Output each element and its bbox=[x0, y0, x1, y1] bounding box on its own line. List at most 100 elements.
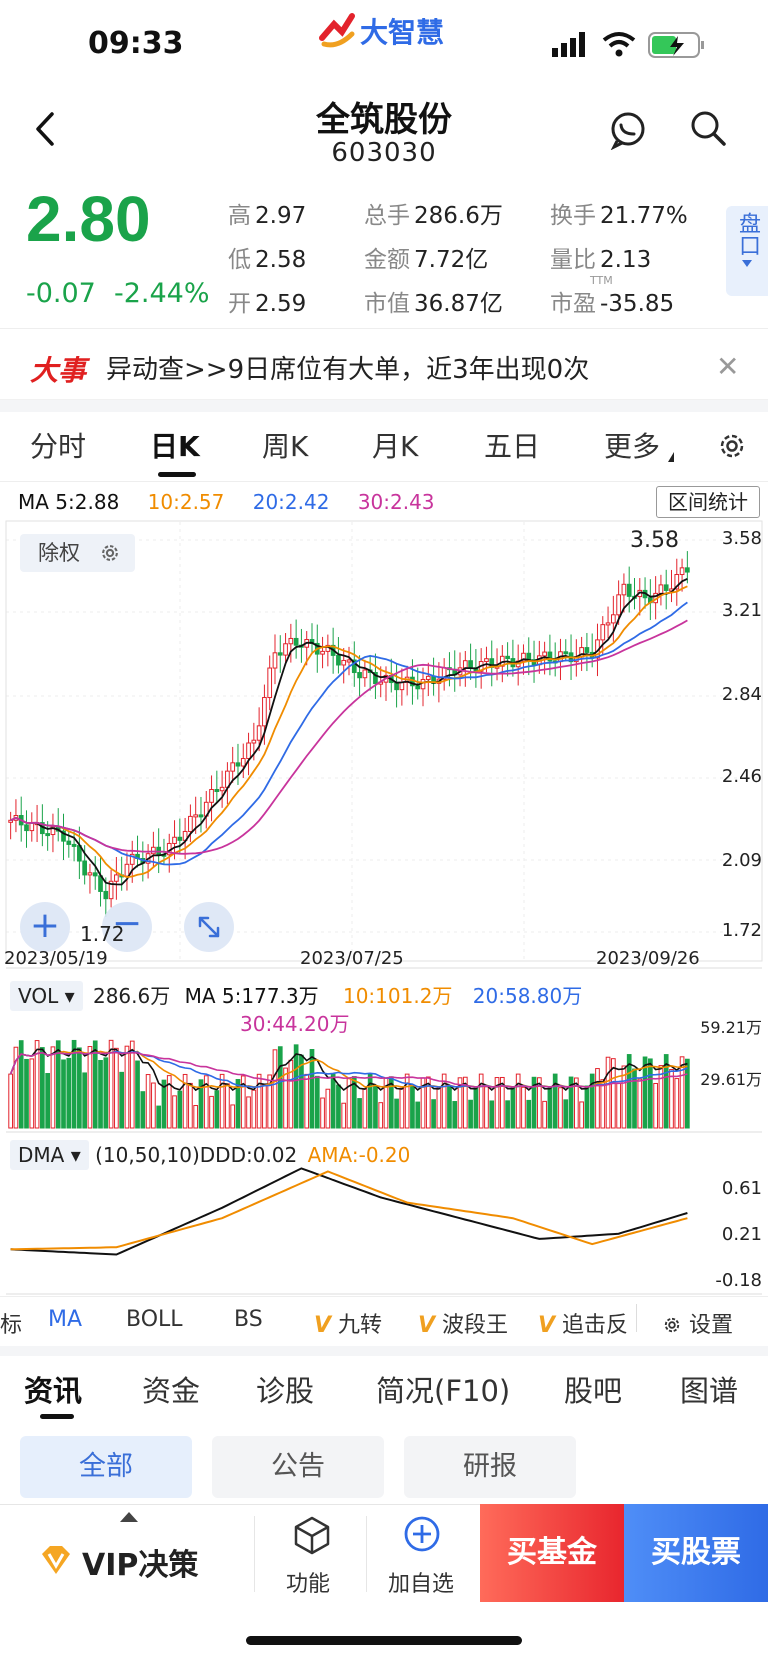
tab-graph[interactable]: 图谱 bbox=[680, 1374, 739, 1408]
candle-body bbox=[621, 583, 627, 596]
dma-selector[interactable]: DMA ▾ bbox=[10, 1140, 89, 1170]
indicator-tab-boll[interactable]: BOLL bbox=[126, 1307, 183, 1332]
chip-all[interactable]: 全部 bbox=[20, 1436, 192, 1498]
volume-bar bbox=[441, 1073, 447, 1129]
tab-daily-k[interactable]: 日K bbox=[150, 430, 200, 463]
function-button[interactable]: 功能 bbox=[286, 1572, 331, 1597]
adjust-button[interactable]: 除权 bbox=[20, 534, 135, 572]
volume-bar bbox=[240, 1075, 246, 1129]
volume-bar bbox=[246, 1096, 251, 1129]
tab-fenshi[interactable]: 分时 bbox=[30, 430, 87, 463]
candle-body bbox=[399, 681, 405, 691]
gear-icon[interactable] bbox=[716, 430, 748, 462]
range-stats-button[interactable]: 区间统计 bbox=[656, 486, 760, 518]
candle-body bbox=[526, 652, 532, 661]
candle-body bbox=[198, 814, 204, 818]
volume-bar bbox=[166, 1075, 172, 1129]
pe-label: 市盈 bbox=[550, 291, 596, 317]
candle-body bbox=[251, 739, 257, 744]
price-change: -0.07 bbox=[26, 278, 96, 309]
volume-bar bbox=[129, 1040, 135, 1129]
zoom-in-button[interactable]: + bbox=[20, 902, 70, 952]
indicator-tab-zhuiji[interactable]: V 追击反 bbox=[538, 1307, 634, 1339]
candle-body bbox=[293, 637, 299, 646]
tab-f10[interactable]: 简况(F10) bbox=[376, 1374, 511, 1408]
chat-icon[interactable] bbox=[608, 110, 648, 151]
dma-legend: DMA ▾ (10,50,10)DDD:0.02 AMA:-0.20 bbox=[10, 1140, 410, 1170]
indicator-settings[interactable]: 设置 bbox=[662, 1307, 733, 1339]
tab-five-day[interactable]: 五日 bbox=[484, 430, 541, 463]
search-icon[interactable] bbox=[688, 108, 728, 148]
volume-bar bbox=[87, 1046, 93, 1129]
turnover-label: 换手 bbox=[550, 203, 596, 229]
gear-icon bbox=[664, 1317, 680, 1333]
volume-bar bbox=[579, 1101, 584, 1129]
indicator-tab-bs[interactable]: BS bbox=[234, 1307, 263, 1332]
volume-bar bbox=[82, 1072, 88, 1129]
volume-bar bbox=[478, 1073, 484, 1129]
zoom-out-button[interactable]: − bbox=[102, 902, 152, 952]
buy-fund-button[interactable]: 买基金 bbox=[480, 1504, 624, 1602]
expand-icon[interactable] bbox=[184, 902, 234, 952]
chip-announcement[interactable]: 公告 bbox=[212, 1436, 384, 1498]
wifi-icon bbox=[602, 32, 636, 57]
news-text[interactable]: 异动查>>9日席位有大单，近3年出现0次 bbox=[106, 355, 590, 385]
chevron-up-icon[interactable] bbox=[120, 1512, 138, 1522]
candle-body bbox=[256, 725, 262, 741]
tab-funds[interactable]: 资金 bbox=[142, 1374, 201, 1408]
vip-decision-button[interactable]: VIP决策 bbox=[82, 1548, 199, 1583]
volume-bar bbox=[616, 1082, 621, 1129]
buy-stock-button[interactable]: 买股票 bbox=[624, 1504, 768, 1602]
tab-monthly-k[interactable]: 月K bbox=[372, 430, 419, 463]
quote-open: 开 2.59 bbox=[228, 284, 306, 318]
indicator-tab-partial[interactable]: 标 bbox=[0, 1313, 23, 1338]
candle-body bbox=[50, 826, 56, 836]
tab-forum[interactable]: 股吧 bbox=[564, 1374, 623, 1408]
candle-body bbox=[679, 567, 685, 576]
volume-bar bbox=[314, 1075, 320, 1129]
candle-body bbox=[425, 675, 431, 680]
candle-body bbox=[542, 651, 547, 657]
cube-icon[interactable] bbox=[292, 1514, 332, 1556]
volume-bar bbox=[172, 1095, 177, 1129]
news-tag: 大事 bbox=[30, 354, 87, 387]
volume-bar bbox=[436, 1087, 442, 1129]
add-watchlist-button[interactable]: 加自选 bbox=[388, 1572, 455, 1597]
close-icon[interactable]: ✕ bbox=[716, 350, 740, 383]
chip-research[interactable]: 研报 bbox=[404, 1436, 576, 1498]
volume-bar bbox=[320, 1097, 325, 1129]
candle-body bbox=[600, 624, 606, 641]
volume-bar bbox=[40, 1047, 45, 1129]
indicator-tab-ma[interactable]: MA bbox=[48, 1307, 83, 1332]
diamond-icon bbox=[38, 1542, 74, 1578]
tab-news[interactable]: 资讯 bbox=[24, 1374, 83, 1408]
tab-more[interactable]: 更多 bbox=[604, 430, 661, 463]
volume-bar bbox=[71, 1039, 77, 1129]
volume-bar bbox=[209, 1095, 214, 1129]
vol-selector[interactable]: VOL ▾ bbox=[10, 981, 83, 1011]
quote-amount: 金额 7.72亿 bbox=[364, 240, 488, 274]
indicator-tab-boduan[interactable]: V 波段王 bbox=[418, 1307, 508, 1339]
tab-diagnosis[interactable]: 诊股 bbox=[256, 1374, 315, 1408]
volume-bar bbox=[193, 1105, 199, 1129]
candle-body bbox=[563, 651, 569, 655]
volume-bar bbox=[399, 1087, 405, 1129]
tab-weekly-k[interactable]: 周K bbox=[262, 430, 309, 463]
indicator-tab-jiuzhuan[interactable]: V 九转 bbox=[314, 1307, 382, 1339]
high-marker: 3.58 bbox=[630, 528, 679, 553]
news-banner[interactable] bbox=[0, 328, 768, 400]
back-icon[interactable] bbox=[30, 108, 60, 150]
volume-bar bbox=[499, 1076, 505, 1129]
dma-params: (10,50,10)DDD:0.02 bbox=[95, 1143, 298, 1167]
vol-ratio-label: 量比 bbox=[550, 247, 596, 273]
ma20-legend: 20:2.42 bbox=[252, 490, 330, 514]
volume-bar bbox=[685, 1058, 690, 1129]
volume-bar bbox=[484, 1086, 489, 1129]
dma-selector-label: DMA bbox=[18, 1143, 65, 1167]
signal-icon bbox=[552, 32, 585, 57]
pankou-button[interactable]: 盘口 bbox=[726, 206, 768, 296]
volume-bar bbox=[362, 1088, 368, 1129]
kline-chart[interactable] bbox=[0, 520, 768, 1300]
volume-bar bbox=[621, 1065, 627, 1129]
add-circle-icon[interactable] bbox=[402, 1514, 442, 1554]
